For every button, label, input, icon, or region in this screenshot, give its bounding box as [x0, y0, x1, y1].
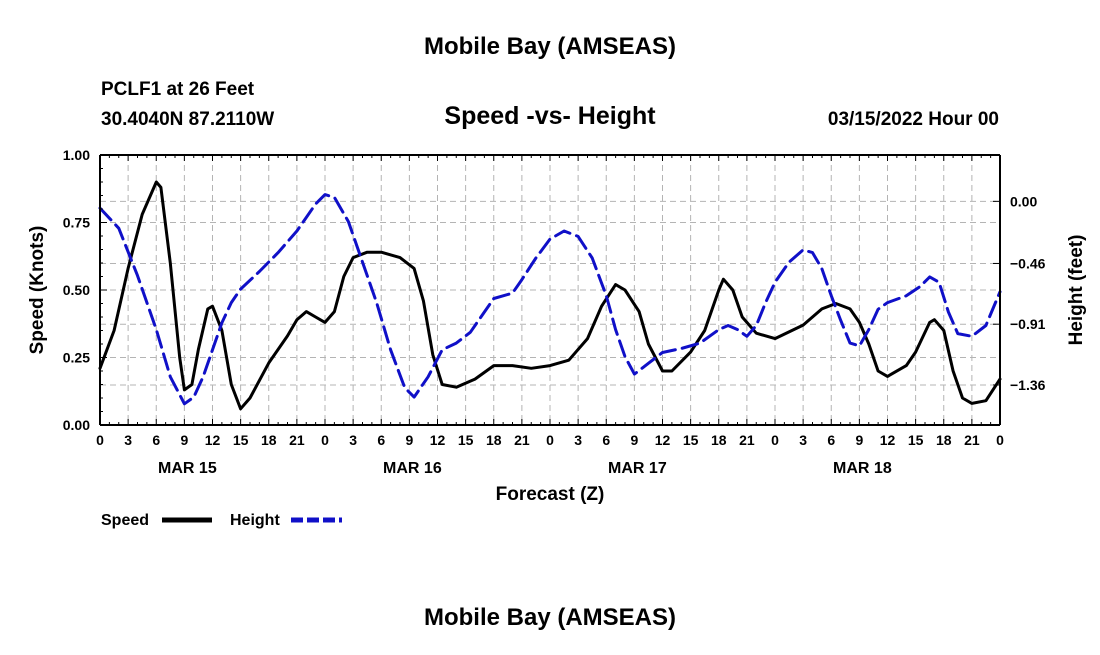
x-tick-label: 12	[655, 432, 671, 448]
day-label: MAR 16	[383, 460, 442, 477]
grid	[100, 155, 1000, 425]
y-right-tick-label: −0.46	[1010, 255, 1046, 271]
x-axis-title: Forecast (Z)	[496, 484, 605, 505]
x-tick-label: 6	[602, 432, 610, 448]
x-tick-label: 15	[458, 432, 474, 448]
x-tick-label: 6	[152, 432, 160, 448]
x-tick-label: 9	[630, 432, 638, 448]
day-label: MAR 15	[158, 460, 217, 477]
x-tick-label: 9	[855, 432, 863, 448]
series-line-height	[98, 193, 1002, 406]
x-tick-label: 21	[289, 432, 305, 448]
x-tick-label: 3	[799, 432, 807, 448]
y-axis-right-title: Height (feet)	[1066, 235, 1087, 346]
forecast-datetime: 03/15/2022 Hour 00	[828, 109, 999, 130]
x-tick-label: 0	[96, 432, 104, 448]
axes: 0 3 6 9 12 15 18 21 0 3 6 9 12 15 18 21 0 3 6 9 12 15 18 21 0 3 6 9…	[63, 147, 1046, 477]
y-right-tick-label: 0.00	[1010, 193, 1037, 209]
x-tick-label: 0	[321, 432, 329, 448]
day-label: MAR 17	[608, 460, 667, 477]
coordinates-label: 30.4040N 87.2110W	[101, 109, 274, 130]
y-left-tick-label: 1.00	[63, 147, 90, 163]
x-tick-label: 0	[996, 432, 1004, 448]
x-tick-label: 18	[261, 432, 277, 448]
y-left-tick-label: 0.50	[63, 282, 90, 298]
x-tick-label: 18	[936, 432, 952, 448]
x-tick-label: 15	[683, 432, 699, 448]
x-tick-label: 18	[486, 432, 502, 448]
x-tick-label: 9	[405, 432, 413, 448]
x-tick-label: 3	[349, 432, 357, 448]
x-tick-label: 21	[964, 432, 980, 448]
y-right-tick-label: −1.36	[1010, 377, 1046, 393]
x-tick-label: 3	[574, 432, 582, 448]
legend: Speed Height	[101, 512, 342, 529]
y-right-tick-label: −0.91	[1010, 316, 1046, 332]
x-tick-label: 15	[233, 432, 249, 448]
legend-label-height: Height	[230, 512, 280, 529]
series-group	[98, 180, 1002, 411]
x-tick-label: 12	[880, 432, 896, 448]
x-tick-label: 15	[908, 432, 924, 448]
x-tick-label: 3	[124, 432, 132, 448]
y-left-tick-label: 0.75	[63, 215, 90, 231]
x-tick-label: 21	[514, 432, 530, 448]
x-tick-label: 6	[827, 432, 835, 448]
station-label: PCLF1 at 26 Feet	[101, 79, 255, 100]
legend-label-speed: Speed	[101, 512, 149, 529]
series-line-speed	[98, 180, 1002, 411]
main-title: Mobile Bay (AMSEAS)	[424, 33, 676, 60]
x-tick-label: 0	[546, 432, 554, 448]
y-left-tick-label: 0.00	[63, 417, 90, 433]
y-left-tick-label: 0.25	[63, 350, 90, 366]
x-tick-label: 12	[430, 432, 446, 448]
chart-subtitle: Speed -vs- Height	[444, 102, 656, 130]
x-tick-label: 6	[377, 432, 385, 448]
x-tick-label: 0	[771, 432, 779, 448]
x-tick-label: 9	[180, 432, 188, 448]
x-tick-label: 18	[711, 432, 727, 448]
x-tick-label: 21	[739, 432, 755, 448]
x-tick-label: 12	[205, 432, 221, 448]
footer-title: Mobile Bay (AMSEAS)	[424, 604, 676, 631]
y-axis-left-title: Speed (Knots)	[27, 226, 48, 355]
day-label: MAR 18	[833, 460, 892, 477]
